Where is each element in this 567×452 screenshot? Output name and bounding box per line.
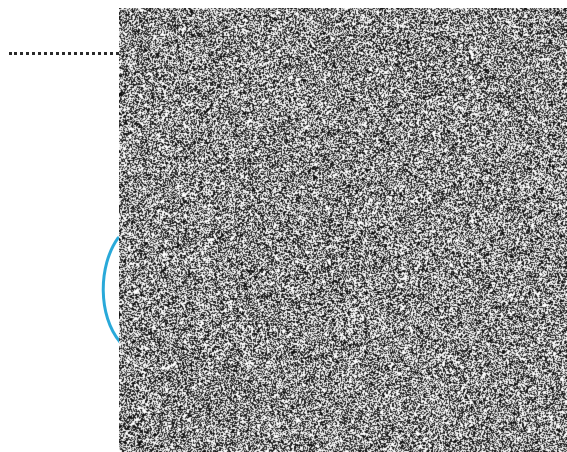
dotted-line bbox=[9, 52, 119, 55]
noise-pattern bbox=[119, 8, 567, 452]
blue-arc-path bbox=[101, 236, 122, 344]
blue-arc bbox=[101, 236, 122, 344]
